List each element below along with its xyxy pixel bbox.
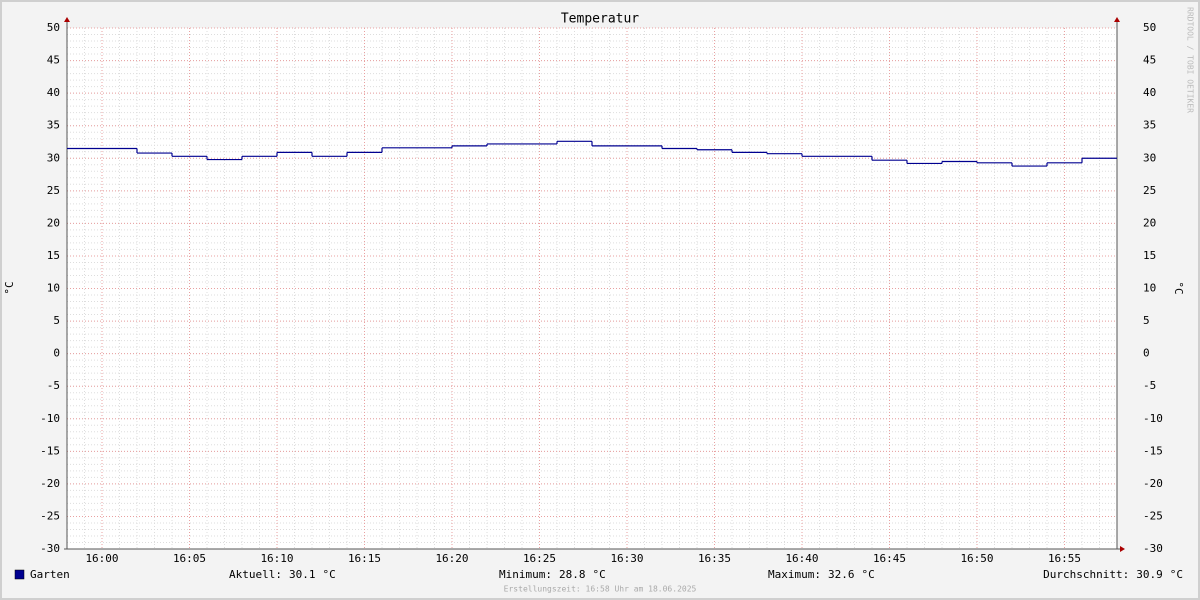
stat-unit: °C <box>592 568 605 581</box>
y2-tick-label: -20 <box>1143 477 1163 490</box>
x-tick-label: 16:25 <box>523 552 556 565</box>
y2-tick-label: 15 <box>1143 249 1156 262</box>
y-tick-label: 0 <box>53 347 60 360</box>
y-tick-label: -15 <box>40 444 60 457</box>
legend-label: Garten <box>30 568 70 581</box>
y-tick-label: 45 <box>47 54 60 67</box>
x-tick-label: 16:55 <box>1048 552 1081 565</box>
stat-unit: °C <box>1170 568 1183 581</box>
y-tick-label: 10 <box>47 282 60 295</box>
y2-tick-label: 20 <box>1143 216 1156 229</box>
stat: Maximum: 32.6 °C <box>768 568 875 581</box>
chart-title: Temperatur <box>561 12 639 27</box>
x-tick-label: 16:40 <box>785 552 818 565</box>
y-tick-label: 50 <box>47 21 60 34</box>
stat-value: 32.6 <box>828 568 855 581</box>
y-axis-label: °C <box>3 281 16 294</box>
axis-arrow <box>64 17 70 22</box>
stat-label: Durchschnitt: <box>1043 568 1129 581</box>
legend-swatch <box>14 569 25 580</box>
y-tick-label: 20 <box>47 216 60 229</box>
watermark: RRDTOOL / TOBI OETIKER <box>1186 7 1195 113</box>
x-tick-label: 16:10 <box>260 552 293 565</box>
y-tick-label: -25 <box>40 509 60 522</box>
stat-unit: °C <box>861 568 874 581</box>
y2-tick-label: -5 <box>1143 379 1156 392</box>
x-tick-label: 16:45 <box>873 552 906 565</box>
x-tick-label: 16:00 <box>85 552 118 565</box>
y-tick-label: 30 <box>47 151 60 164</box>
y-tick-label: 5 <box>53 314 60 327</box>
y2-tick-label: 25 <box>1143 184 1156 197</box>
stat-label: Maximum: <box>768 568 821 581</box>
x-tick-label: 16:20 <box>435 552 468 565</box>
y2-tick-label: -10 <box>1143 412 1163 425</box>
axis-arrow <box>1114 17 1120 22</box>
y2-tick-label: 35 <box>1143 119 1156 132</box>
y2-tick-label: 5 <box>1143 314 1150 327</box>
y-tick-label: 25 <box>47 184 60 197</box>
footer: Erstellungszeit: 16:58 Uhr am 18.06.2025 <box>504 585 697 594</box>
y2-tick-label: -30 <box>1143 542 1163 555</box>
y-tick-label: 35 <box>47 119 60 132</box>
y2-axis-label: °C <box>1172 281 1185 294</box>
stat-value: 28.8 <box>559 568 586 581</box>
y-tick-label: 15 <box>47 249 60 262</box>
x-tick-label: 16:30 <box>610 552 643 565</box>
y2-tick-label: 10 <box>1143 282 1156 295</box>
x-tick-label: 16:35 <box>698 552 731 565</box>
y2-tick-label: 40 <box>1143 86 1156 99</box>
y2-tick-label: -25 <box>1143 509 1163 522</box>
stat-label: Minimum: <box>499 568 552 581</box>
y-tick-label: 40 <box>47 86 60 99</box>
stat: Minimum: 28.8 °C <box>499 568 606 581</box>
y-tick-label: -20 <box>40 477 60 490</box>
y-tick-label: -30 <box>40 542 60 555</box>
stat-unit: °C <box>322 568 335 581</box>
stat: Durchschnitt: 30.9 °C <box>1043 568 1183 581</box>
y-tick-label: -10 <box>40 412 60 425</box>
y2-tick-label: 30 <box>1143 151 1156 164</box>
y2-tick-label: 50 <box>1143 21 1156 34</box>
y2-tick-label: 45 <box>1143 54 1156 67</box>
stat: Aktuell: 30.1 °C <box>229 568 336 581</box>
x-tick-label: 16:50 <box>960 552 993 565</box>
stat-value: 30.9 <box>1136 568 1163 581</box>
y2-tick-label: 0 <box>1143 347 1150 360</box>
axis-arrow <box>1120 546 1125 552</box>
y2-tick-label: -15 <box>1143 444 1163 457</box>
stat-label: Aktuell: <box>229 568 282 581</box>
y-tick-label: -5 <box>47 379 60 392</box>
x-tick-label: 16:15 <box>348 552 381 565</box>
x-tick-label: 16:05 <box>173 552 206 565</box>
stat-value: 30.1 <box>289 568 316 581</box>
